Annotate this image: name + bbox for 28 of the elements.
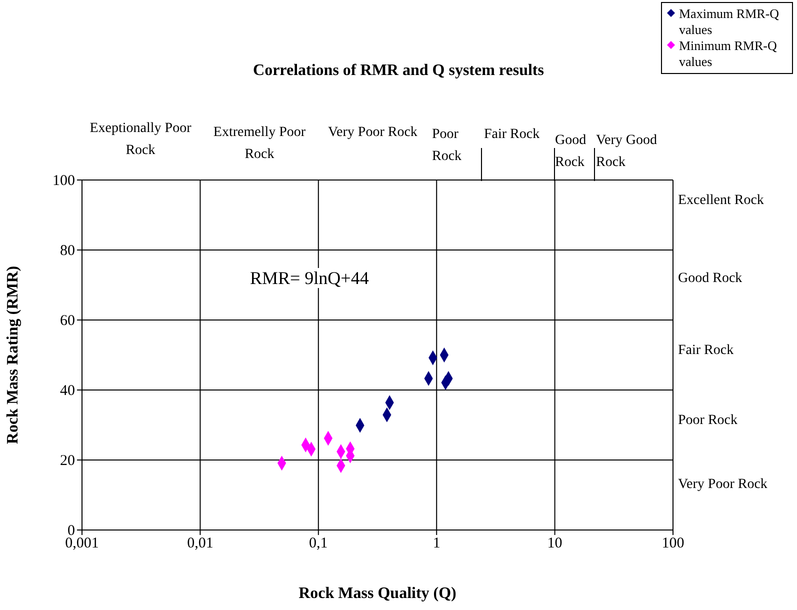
annotation: RMR= 9lnQ+44 [250, 268, 369, 288]
text: Poor Rock [432, 127, 462, 164]
x-tick-label: 10 [547, 536, 562, 552]
y-tick-label: 20 [60, 453, 75, 469]
text: Fair Rock [678, 343, 734, 358]
x-tick-label: 0,01 [187, 536, 214, 552]
x-tick-label: 0,1 [309, 536, 328, 552]
y-tick-label: 60 [60, 313, 75, 329]
text: Good Rock [678, 271, 742, 286]
text: Very Poor Rock [328, 125, 418, 140]
text: Extremelly Poor Rock [213, 125, 306, 162]
y-tick-label: 40 [60, 383, 75, 399]
text: Excellent Rock [678, 193, 764, 208]
x-axis-title: Rock Mass Quality (Q) [298, 585, 456, 602]
text: Good Rock [555, 133, 586, 170]
text: Exeptionally Poor Rock [90, 121, 192, 158]
x-tick-label: 100 [662, 536, 684, 552]
x-tick-label: 1 [432, 536, 440, 552]
legend-label: Maximum RMR-Q values [679, 6, 780, 38]
legend-label: Minimum RMR-Q values [679, 38, 778, 70]
text: Very Good Rock [596, 133, 658, 170]
text: Very Poor Rock [678, 477, 768, 492]
y-tick-label: 80 [60, 243, 75, 259]
text: Poor Rock [678, 413, 738, 428]
chart-title: Correlations of RMR and Q system results [253, 62, 544, 79]
y-axis-title: Rock Mass Rating (RMR) [4, 266, 22, 444]
y-tick-label: 100 [52, 173, 75, 189]
text: Fair Rock [484, 127, 540, 142]
